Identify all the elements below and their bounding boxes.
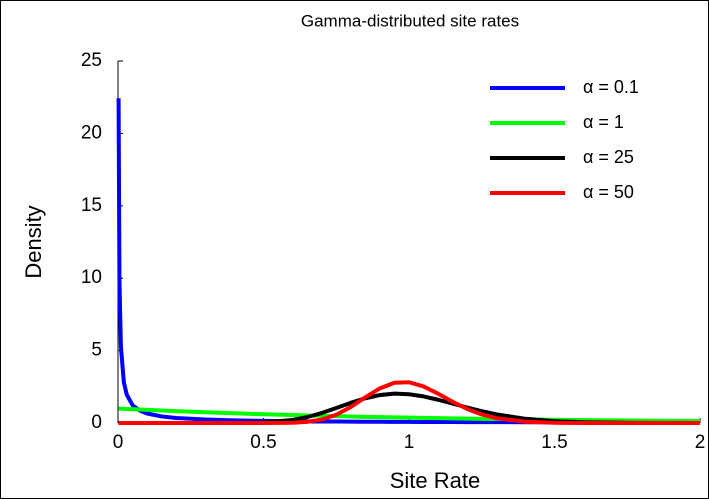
- series-line: [116, 98, 701, 425]
- y-tick-label: 5: [91, 340, 102, 361]
- y-tick-label: 15: [81, 195, 102, 216]
- y-tick-label: 20: [81, 122, 102, 143]
- x-tick-label: 1.5: [541, 432, 567, 453]
- chart-title: Gamma-distributed site rates: [301, 11, 519, 30]
- y-tick-label: 0: [91, 412, 102, 433]
- legend-label: α = 1: [583, 112, 624, 132]
- legend-label: α = 0.1: [583, 77, 639, 97]
- x-tick-label: 1: [404, 432, 415, 453]
- series-line: [117, 380, 700, 425]
- legend-label: α = 50: [583, 182, 634, 202]
- y-tick-label: 25: [81, 50, 102, 71]
- y-axis-label: Density: [21, 205, 46, 278]
- legend-label: α = 25: [583, 147, 634, 167]
- y-tick-label: 10: [81, 267, 102, 288]
- x-tick-label: 2: [695, 432, 706, 453]
- x-axis-label: Site Rate: [390, 468, 481, 493]
- x-tick-label: 0: [113, 432, 124, 453]
- x-tick-label: 0.5: [250, 432, 276, 453]
